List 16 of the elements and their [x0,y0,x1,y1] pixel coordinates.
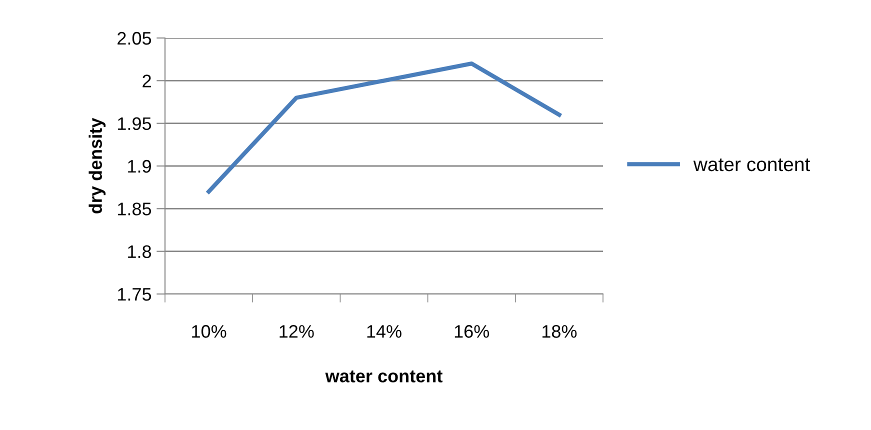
y-tick-label: 2 [142,74,151,88]
y-tick-label: 1.95 [118,117,152,130]
y-tick-label: 2.05 [118,32,152,45]
x-axis-title: water content [325,370,442,382]
y-tick-label: 1.85 [118,202,152,216]
legend-label: water content [693,158,810,172]
y-tick-label: 1.8 [128,245,152,258]
x-tick-label: 12% [280,325,314,338]
x-tick-label: 16% [454,325,490,338]
y-tick-label: 1.75 [118,288,152,301]
x-tick-label: 18% [542,325,577,338]
line-series [206,62,562,194]
y-axis-title: dry density [88,118,106,214]
y-tick-label: 1.9 [128,160,151,173]
x-tick-label: 10% [192,325,226,338]
x-tick-label: 14% [367,325,402,338]
